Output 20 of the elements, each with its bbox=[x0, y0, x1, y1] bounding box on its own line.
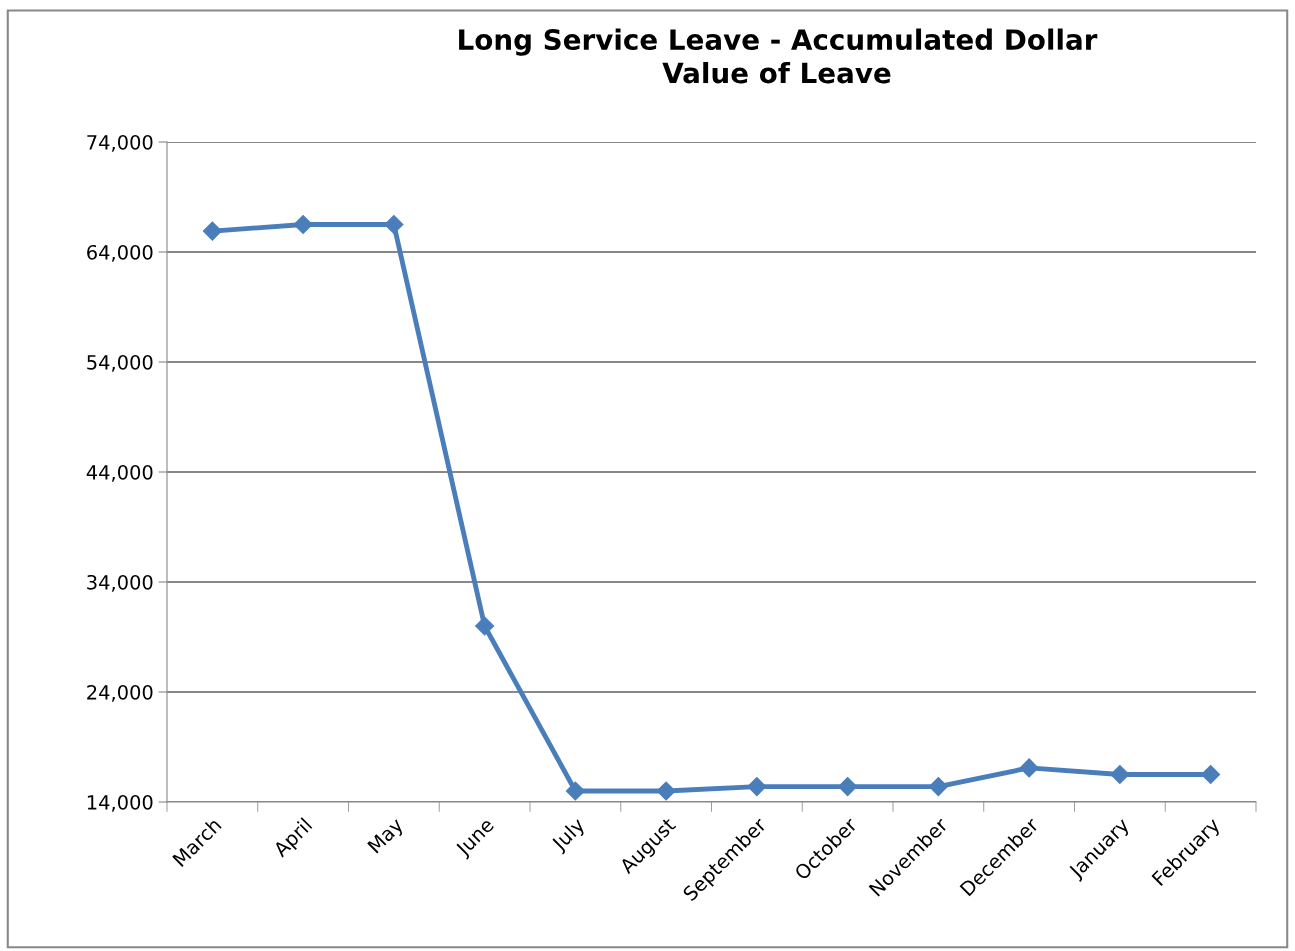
point bbox=[565, 781, 585, 801]
point bbox=[202, 221, 222, 241]
y-tick-label: 34,000 bbox=[87, 574, 153, 592]
point bbox=[747, 777, 767, 797]
point bbox=[928, 777, 948, 797]
point bbox=[475, 616, 495, 636]
point bbox=[838, 777, 858, 797]
y-tick-label: 14,000 bbox=[87, 794, 153, 812]
point bbox=[293, 214, 313, 235]
y-tick-label: 24,000 bbox=[87, 684, 153, 702]
y-tick-label: 44,000 bbox=[86, 464, 153, 482]
y-tick-label: 64,000 bbox=[87, 244, 153, 262]
point bbox=[384, 214, 404, 235]
point bbox=[1110, 764, 1130, 785]
point bbox=[1201, 764, 1221, 785]
point bbox=[1019, 758, 1039, 778]
y-tick-label: 74,000 bbox=[87, 134, 153, 152]
point bbox=[656, 781, 676, 801]
chart-title: Long Service Leave - Accumulated Dollar Value of Leave bbox=[459, 28, 1098, 84]
y-tick-label: 54,000 bbox=[87, 354, 153, 372]
